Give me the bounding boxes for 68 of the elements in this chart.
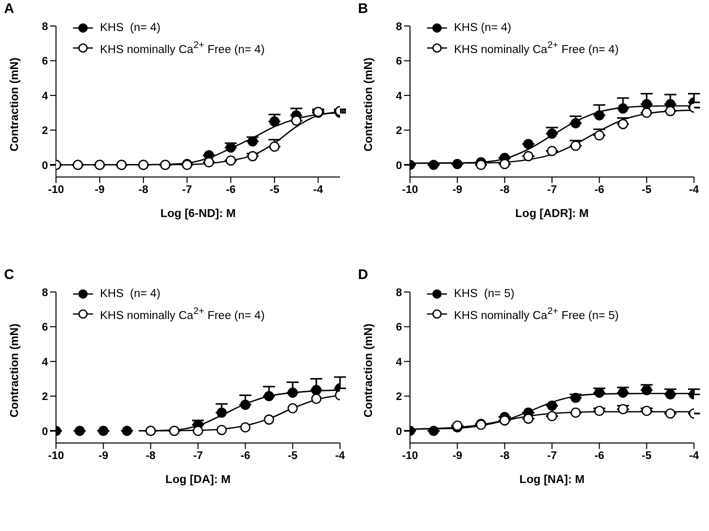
x-tick-label: -9 bbox=[94, 184, 105, 196]
x-tick-label: -6 bbox=[226, 184, 236, 196]
legend-label: KHS nominally Ca$^{2+}$ Free (n= 5) bbox=[454, 306, 619, 322]
y-axis-title: Contraction (mN) bbox=[9, 57, 22, 152]
y-tick-label: 0 bbox=[396, 425, 402, 438]
x-tick-label: -5 bbox=[270, 184, 280, 196]
y-axis-title: Contraction (mN) bbox=[363, 322, 376, 417]
x-tick-label: -9 bbox=[452, 184, 462, 196]
chart-title: A bbox=[4, 0, 14, 16]
y-tick-label: 6 bbox=[396, 321, 402, 334]
y-axis-title: Contraction (mN) bbox=[363, 57, 376, 152]
y-tick-label: 4 bbox=[42, 90, 49, 102]
legend-label: KHS nominally Ca$^{2+}$ Free (n= 4) bbox=[100, 40, 265, 56]
x-tick-label: -7 bbox=[547, 449, 557, 462]
x-tick-label: -5 bbox=[642, 449, 652, 462]
y-tick-label: 8 bbox=[42, 20, 48, 33]
legend-label: KHS nominally Ca$^{2+}$ Free (n= 4) bbox=[100, 306, 265, 322]
chart-title: D bbox=[358, 266, 368, 282]
y-tick-label: 6 bbox=[42, 56, 48, 68]
y-tick-label: 2 bbox=[396, 125, 402, 138]
y-tick-label: 2 bbox=[396, 390, 402, 403]
x-tick-label: -9 bbox=[452, 449, 462, 462]
x-tick-label: -10 bbox=[48, 184, 64, 196]
y-tick-label: 0 bbox=[42, 425, 48, 438]
x-tick-label: -4 bbox=[335, 449, 346, 462]
y-tick-label: 0 bbox=[42, 160, 48, 172]
x-tick-label: -8 bbox=[146, 449, 156, 462]
x-tick-label: -4 bbox=[689, 184, 700, 196]
y-tick-label: 2 bbox=[42, 125, 48, 138]
y-tick-label: 8 bbox=[42, 286, 48, 298]
x-axis-title: Log [6-ND]: M bbox=[160, 208, 236, 220]
x-tick-label: -6 bbox=[594, 449, 604, 462]
x-tick-label: -8 bbox=[500, 449, 510, 462]
x-tick-label: -7 bbox=[182, 184, 192, 196]
y-tick-label: 4 bbox=[396, 356, 403, 368]
x-tick-label: -10 bbox=[48, 449, 64, 462]
x-tick-label: -5 bbox=[288, 449, 298, 462]
y-axis-title: Contraction (mN) bbox=[9, 322, 22, 417]
legend-label: KHS (n= 5) bbox=[454, 288, 514, 300]
x-tick-label: -8 bbox=[500, 184, 510, 196]
y-tick-label: 4 bbox=[396, 90, 403, 102]
x-tick-label: -6 bbox=[240, 449, 250, 462]
chart-title: B bbox=[358, 0, 368, 16]
chart-title: C bbox=[4, 266, 14, 282]
x-axis-title: Log [NA]: M bbox=[519, 474, 585, 486]
x-tick-label: -8 bbox=[138, 184, 148, 196]
x-tick-label: -4 bbox=[313, 184, 324, 196]
x-tick-label: -4 bbox=[689, 449, 700, 462]
y-tick-label: 4 bbox=[42, 356, 49, 368]
y-tick-label: 0 bbox=[396, 160, 402, 172]
x-tick-label: -6 bbox=[594, 184, 604, 196]
y-tick-label: 2 bbox=[42, 390, 48, 403]
y-tick-label: 8 bbox=[396, 20, 402, 33]
legend-label: KHS (n= 4) bbox=[100, 288, 160, 300]
x-tick-label: -7 bbox=[547, 184, 557, 196]
x-tick-label: -5 bbox=[642, 184, 652, 196]
legend-label: KHS nominally Ca$^{2+}$ Free (n= 4) bbox=[454, 40, 619, 56]
y-tick-label: 6 bbox=[42, 321, 48, 334]
x-tick-label: -10 bbox=[402, 184, 418, 196]
x-tick-label: -9 bbox=[98, 449, 108, 462]
y-tick-label: 8 bbox=[396, 286, 402, 298]
x-axis-title: Log [ADR]: M bbox=[515, 208, 589, 220]
x-tick-label: -10 bbox=[402, 449, 418, 462]
x-axis-title: Log [DA]: M bbox=[165, 474, 231, 486]
legend-label: KHS (n= 4) bbox=[454, 22, 512, 34]
x-tick-label: -7 bbox=[193, 449, 203, 462]
legend-label: KHS (n= 4) bbox=[100, 22, 160, 34]
y-tick-label: 6 bbox=[396, 56, 402, 68]
